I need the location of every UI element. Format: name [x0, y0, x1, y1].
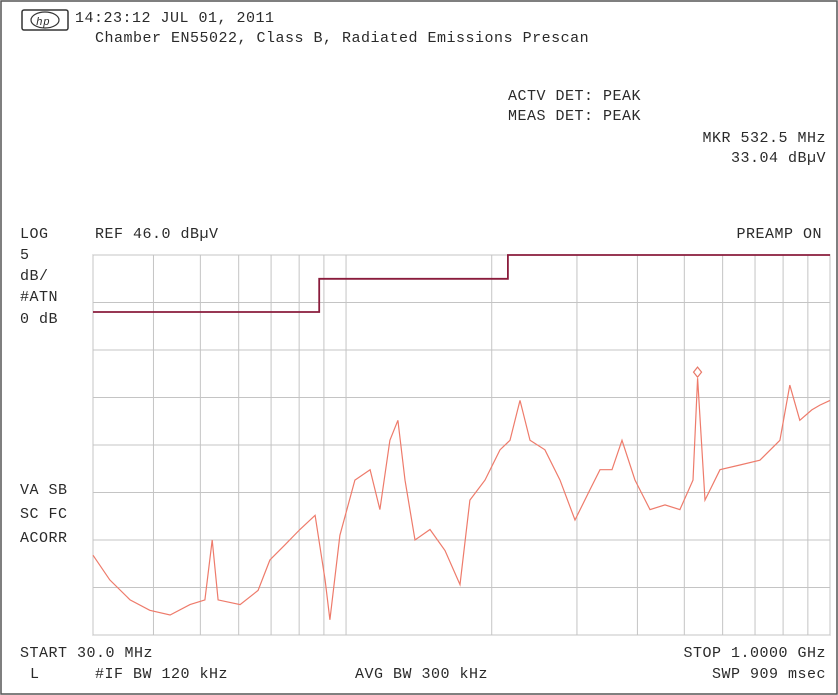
if-bandwidth: #IF BW 120 kHz [95, 666, 228, 683]
measure-detector: MEAS DET: PEAK [508, 108, 641, 125]
marker [692, 366, 703, 379]
average-bandwidth: AVG BW 300 kHz [355, 666, 488, 683]
hp-logo [30, 11, 60, 29]
mode: L [30, 666, 40, 683]
limit-line [93, 254, 830, 313]
screen-title: Chamber EN55022, Class B, Radiated Emiss… [95, 30, 589, 47]
reference-level: REF 46.0 dBµV [95, 226, 219, 243]
attenuation-label: #ATN [20, 289, 58, 306]
scale-value: 5 [20, 247, 30, 264]
status-flags: ACORR [20, 530, 68, 547]
scale-mode: LOG [20, 226, 49, 243]
hp-logo-text: hp [36, 17, 50, 29]
marker-frequency: MKR 532.5 MHz [702, 130, 826, 147]
marker-level: 33.04 dBµV [731, 150, 826, 167]
start-frequency: START 30.0 MHz [20, 645, 153, 662]
trace [92, 378, 831, 620]
timestamp: 14:23:12 JUL 01, 2011 [75, 10, 275, 27]
stop-frequency: STOP 1.0000 GHz [683, 645, 826, 662]
attenuation: 0 dB [20, 311, 58, 328]
sweep-time: SWP 909 msec [712, 666, 826, 683]
scale-unit: dB/ [20, 268, 49, 285]
hp-logo-box [21, 9, 69, 31]
preamp-status: PREAMP ON [736, 226, 822, 243]
active-detector: ACTV DET: PEAK [508, 88, 641, 105]
status-flags: VA SB [20, 482, 68, 499]
status-flags: SC FC [20, 506, 68, 523]
